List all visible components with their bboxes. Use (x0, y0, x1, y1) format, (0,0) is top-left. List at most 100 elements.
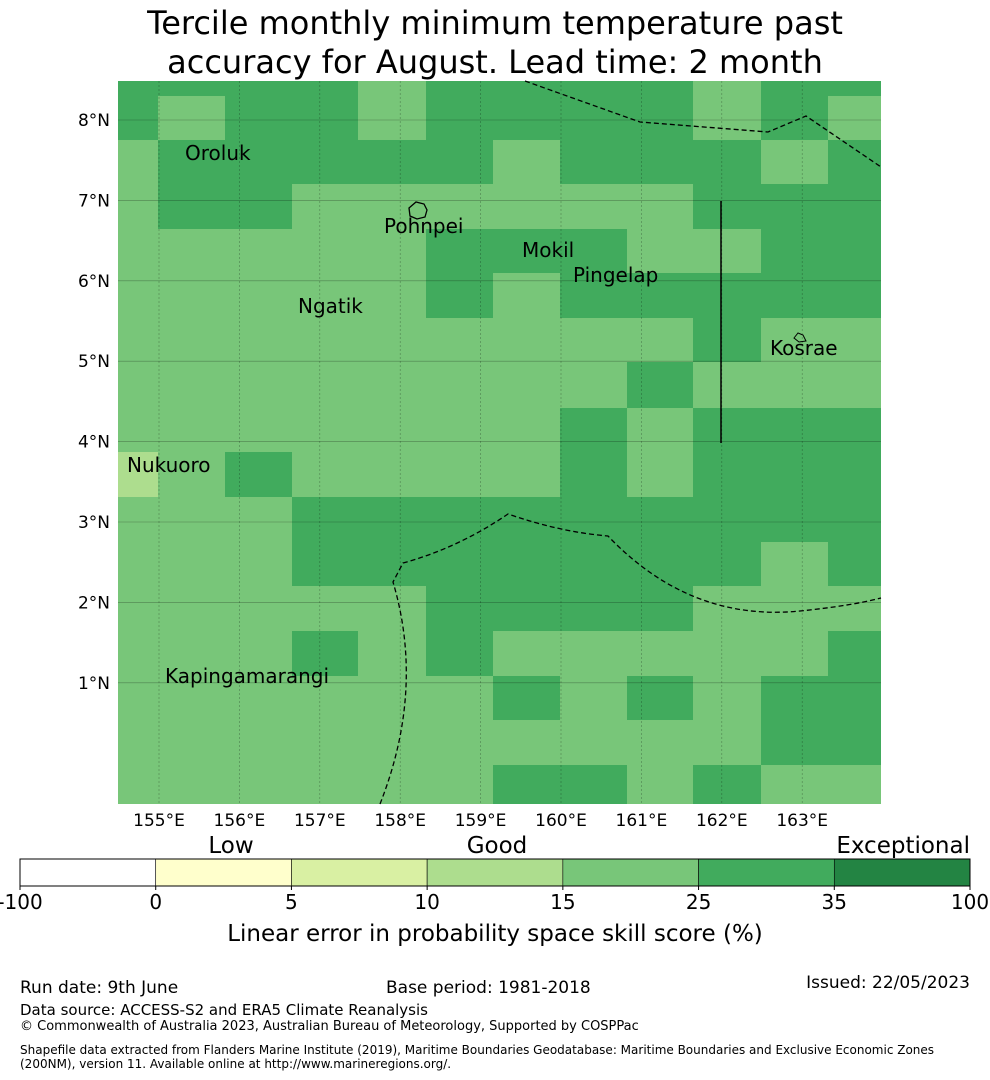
graticule (118, 81, 881, 804)
colorbar-tick-label: 100 (951, 890, 989, 914)
lon-tick-label: 156°E (214, 811, 266, 831)
lat-tick-label: 4°N (78, 433, 110, 453)
issued-date: Issued: 22/05/2023 (806, 973, 970, 993)
lon-tick-label: 159°E (455, 811, 507, 831)
skill-cell (426, 229, 627, 273)
skill-cell (761, 676, 881, 765)
lat-tick-label: 7°N (78, 191, 110, 211)
skill-cell (158, 96, 225, 140)
colorbar-category-label: Exceptional (836, 833, 970, 859)
shapefile-note-line-1: Shapefile data extracted from Flanders M… (20, 1043, 935, 1057)
skill-cell (761, 81, 828, 140)
skill-cell (292, 497, 881, 542)
colorbar-tick-label: -100 (0, 890, 43, 914)
skill-cell (493, 765, 627, 804)
skill-cell (627, 362, 693, 408)
title-line-1: Tercile monthly minimum temperature past (147, 4, 843, 42)
lon-tick-label: 155°E (133, 811, 185, 831)
lon-tick-label: 157°E (294, 811, 346, 831)
skill-cell (828, 631, 881, 676)
lon-tick-label: 163°E (776, 811, 828, 831)
colorbar-tick-label: 25 (686, 890, 711, 914)
maritime-boundaries (379, 80, 882, 805)
place-label-kosrae: Kosrae (770, 336, 838, 360)
colorbar-segment (291, 858, 428, 887)
place-label-pohnpei: Pohnpei (384, 214, 464, 238)
colorbar-tick-label: 35 (822, 890, 847, 914)
skill-cell (225, 452, 292, 497)
skill-cell (828, 140, 881, 184)
skill-cell (761, 542, 828, 586)
lat-tick-label: 5°N (78, 352, 110, 372)
island-outlines (408, 201, 807, 343)
skill-cell (493, 140, 560, 184)
place-label-oroluk: Oroluk (185, 141, 251, 165)
skill-cell (292, 542, 761, 586)
pohnpei-island (408, 201, 428, 220)
place-label-mokil: Mokil (522, 238, 574, 262)
skill-cell (225, 184, 292, 229)
skill-cell (761, 318, 881, 362)
skill-cell (493, 273, 560, 318)
skill-cell (158, 140, 225, 229)
skill-cell (426, 81, 693, 140)
lat-tick-label: 3°N (78, 513, 110, 533)
colorbar-frame (19, 858, 971, 887)
eez-boundary-south (379, 513, 882, 805)
place-label-pingelap: Pingelap (573, 263, 658, 287)
lat-tick-label: 2°N (78, 593, 110, 613)
axis-labels: 155°E 156°E 157°E 158°E 159°E 160°E 161°E 162°E… (78, 111, 828, 831)
skill-cell (426, 273, 493, 318)
kosrae-island (793, 332, 807, 343)
skill-cell (358, 81, 426, 96)
skill-cell (292, 631, 358, 676)
shapefile-note-line-2: (200NM), version 11. Available online at… (20, 1057, 452, 1071)
colorbar-segment (155, 858, 292, 887)
skill-cell (693, 408, 881, 497)
data-source: Data source: ACCESS-S2 and ERA5 Climate … (20, 1001, 428, 1019)
skill-cell (493, 676, 560, 720)
colorbar-category-label: Low (208, 833, 253, 859)
colorbar: -100 0 5 10 15 25 35 100 Low Good Exceptional Linea… (0, 833, 989, 947)
skill-cell (627, 676, 693, 720)
colorbar-tick-label: 0 (149, 890, 162, 914)
skill-cell (426, 631, 493, 676)
skill-cell (627, 229, 761, 273)
skill-cell (292, 140, 493, 184)
skill-cell (560, 408, 627, 497)
skill-cell (828, 542, 881, 586)
skill-cell (118, 81, 358, 140)
chart-title: Tercile monthly minimum temperature past… (0, 4, 990, 82)
colorbar-tick-label: 15 (550, 890, 575, 914)
place-label-ngatik: Ngatik (298, 294, 363, 318)
title-line-2: accuracy for August. Lead time: 2 month (167, 43, 823, 81)
lon-tick-label: 161°E (616, 811, 668, 831)
skill-cell (693, 765, 761, 804)
colorbar-segment (833, 858, 971, 887)
colorbar-tick-label: 10 (414, 890, 439, 914)
skill-cell (828, 96, 881, 140)
run-date: Run date: 9th June (20, 978, 179, 998)
skill-cell (693, 184, 881, 229)
colorbar-segment (562, 858, 699, 887)
skill-cell (693, 318, 761, 362)
lat-tick-label: 6°N (78, 272, 110, 292)
skill-cell (761, 140, 828, 184)
lat-tick-label: 1°N (78, 674, 110, 694)
skill-cell (118, 452, 158, 497)
place-label-nukuoro: Nukuoro (127, 453, 211, 477)
colorbar-segment (19, 858, 157, 887)
skill-cell (426, 586, 693, 631)
lon-tick-label: 160°E (535, 811, 587, 831)
skill-grid-cells (118, 81, 881, 804)
eez-boundary-north (524, 80, 882, 168)
lat-tick-label: 8°N (78, 111, 110, 131)
copyright: © Commonwealth of Australia 2023, Austra… (20, 1019, 639, 1034)
colorbar-segment (698, 858, 835, 887)
base-period: Base period: 1981-2018 (386, 978, 591, 998)
skill-cell (828, 81, 881, 96)
skill-cell (560, 140, 761, 184)
colorbar-title: Linear error in probability space skill … (227, 921, 763, 947)
